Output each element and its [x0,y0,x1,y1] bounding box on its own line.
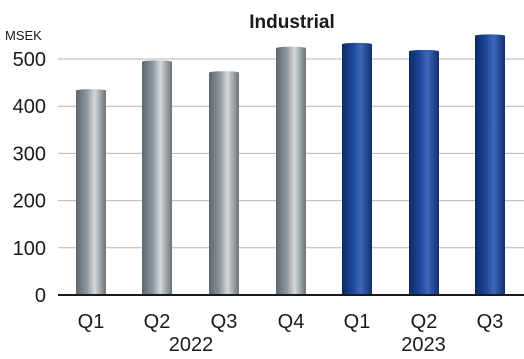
bars [76,34,505,296]
x-category-label: Q3 [211,311,238,333]
bar-2023-q3 [475,35,505,295]
y-tick-label: 0 [35,285,46,307]
bar-2022-q3 [209,72,239,295]
bar-cap [276,46,306,50]
bar-2022-q2 [142,61,172,295]
unit-label: MSEK [5,28,42,43]
bar-2022-q4 [276,48,306,296]
bar-2023-q1 [342,44,372,296]
y-tick-label: 500 [13,49,46,71]
chart-title: Industrial [249,12,335,33]
bar-cap [409,49,439,53]
year-group-label: 2023 [401,334,446,354]
y-tick-label: 300 [13,143,46,165]
x-category-label: Q1 [78,311,105,333]
y-tick-label: 100 [13,238,46,260]
x-category-label: Q1 [344,311,371,333]
x-category-label: Q2 [411,311,438,333]
bar-2022-q1 [76,90,106,296]
bar-2023-q2 [409,51,439,296]
x-category-label: Q3 [477,311,504,333]
bar-cap [209,71,239,75]
y-tick-label: 400 [13,96,46,118]
x-category-label: Q4 [278,311,305,333]
bar-cap [76,89,106,93]
bar-cap [475,34,505,38]
bar-cap [342,42,372,46]
bar-cap [142,60,172,64]
y-tick-label: 200 [13,191,46,213]
year-group-label: 2022 [169,334,214,354]
x-category-label: Q2 [144,311,171,333]
